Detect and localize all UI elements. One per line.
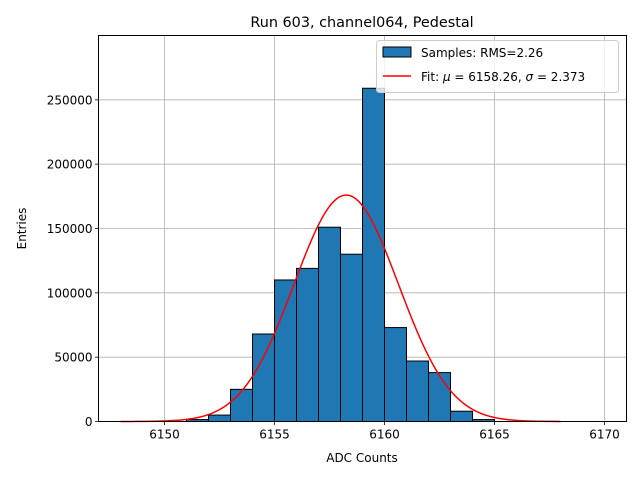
legend-fit-mu-value: = 6158.26, [451, 70, 526, 84]
histogram-bar [340, 253, 363, 422]
histogram-bar [450, 410, 473, 422]
histogram-bars [186, 87, 495, 423]
legend-samples-swatch [382, 46, 412, 58]
y-tick-label: 100000 [47, 286, 93, 300]
x-tick-label: 6155 [259, 428, 290, 442]
x-tick-label: 6170 [589, 428, 620, 442]
histogram-bar [296, 267, 319, 422]
legend-fit-prefix: Fit: [421, 70, 443, 84]
y-axis-ticks: 0 50000 100000 150000 200000 250000 [47, 93, 99, 429]
x-tick-label: 6165 [479, 428, 510, 442]
y-tick-label: 150000 [47, 222, 93, 236]
histogram-bar [208, 414, 231, 423]
histogram-bar [252, 333, 275, 422]
legend-fit-sigma-symbol: σ [526, 70, 534, 84]
histogram-bar [230, 388, 253, 423]
legend: Samples: RMS=2.26 Fit: μ = 6158.26, σ = … [376, 40, 619, 93]
legend-fit-label: Fit: μ = 6158.26, σ = 2.373 [421, 70, 585, 84]
histogram-bar [384, 327, 407, 422]
fit-curve [120, 194, 561, 423]
legend-fit-sigma-value: = 2.373 [533, 70, 585, 84]
y-tick-label: 0 [85, 415, 93, 429]
histogram-bar [318, 226, 341, 422]
histogram-bar [362, 87, 385, 423]
y-axis-label: Entries [15, 208, 29, 250]
legend-fit-mu-symbol: μ [442, 70, 451, 84]
x-axis-ticks: 6150 6155 6160 6165 6170 [149, 421, 620, 442]
y-tick-label: 250000 [47, 93, 93, 107]
x-axis-label: ADC Counts [326, 451, 398, 465]
y-tick-label: 200000 [47, 158, 93, 172]
histogram-bar [274, 279, 297, 423]
legend-samples-label: Samples: RMS=2.26 [421, 46, 543, 60]
chart-title: Run 603, channel064, Pedestal [250, 15, 473, 31]
x-tick-label: 6150 [149, 428, 180, 442]
histogram-bar [406, 360, 429, 423]
x-tick-label: 6160 [369, 428, 400, 442]
histogram-bar [428, 372, 451, 422]
legend-box [376, 40, 619, 93]
y-tick-label: 50000 [54, 351, 92, 365]
